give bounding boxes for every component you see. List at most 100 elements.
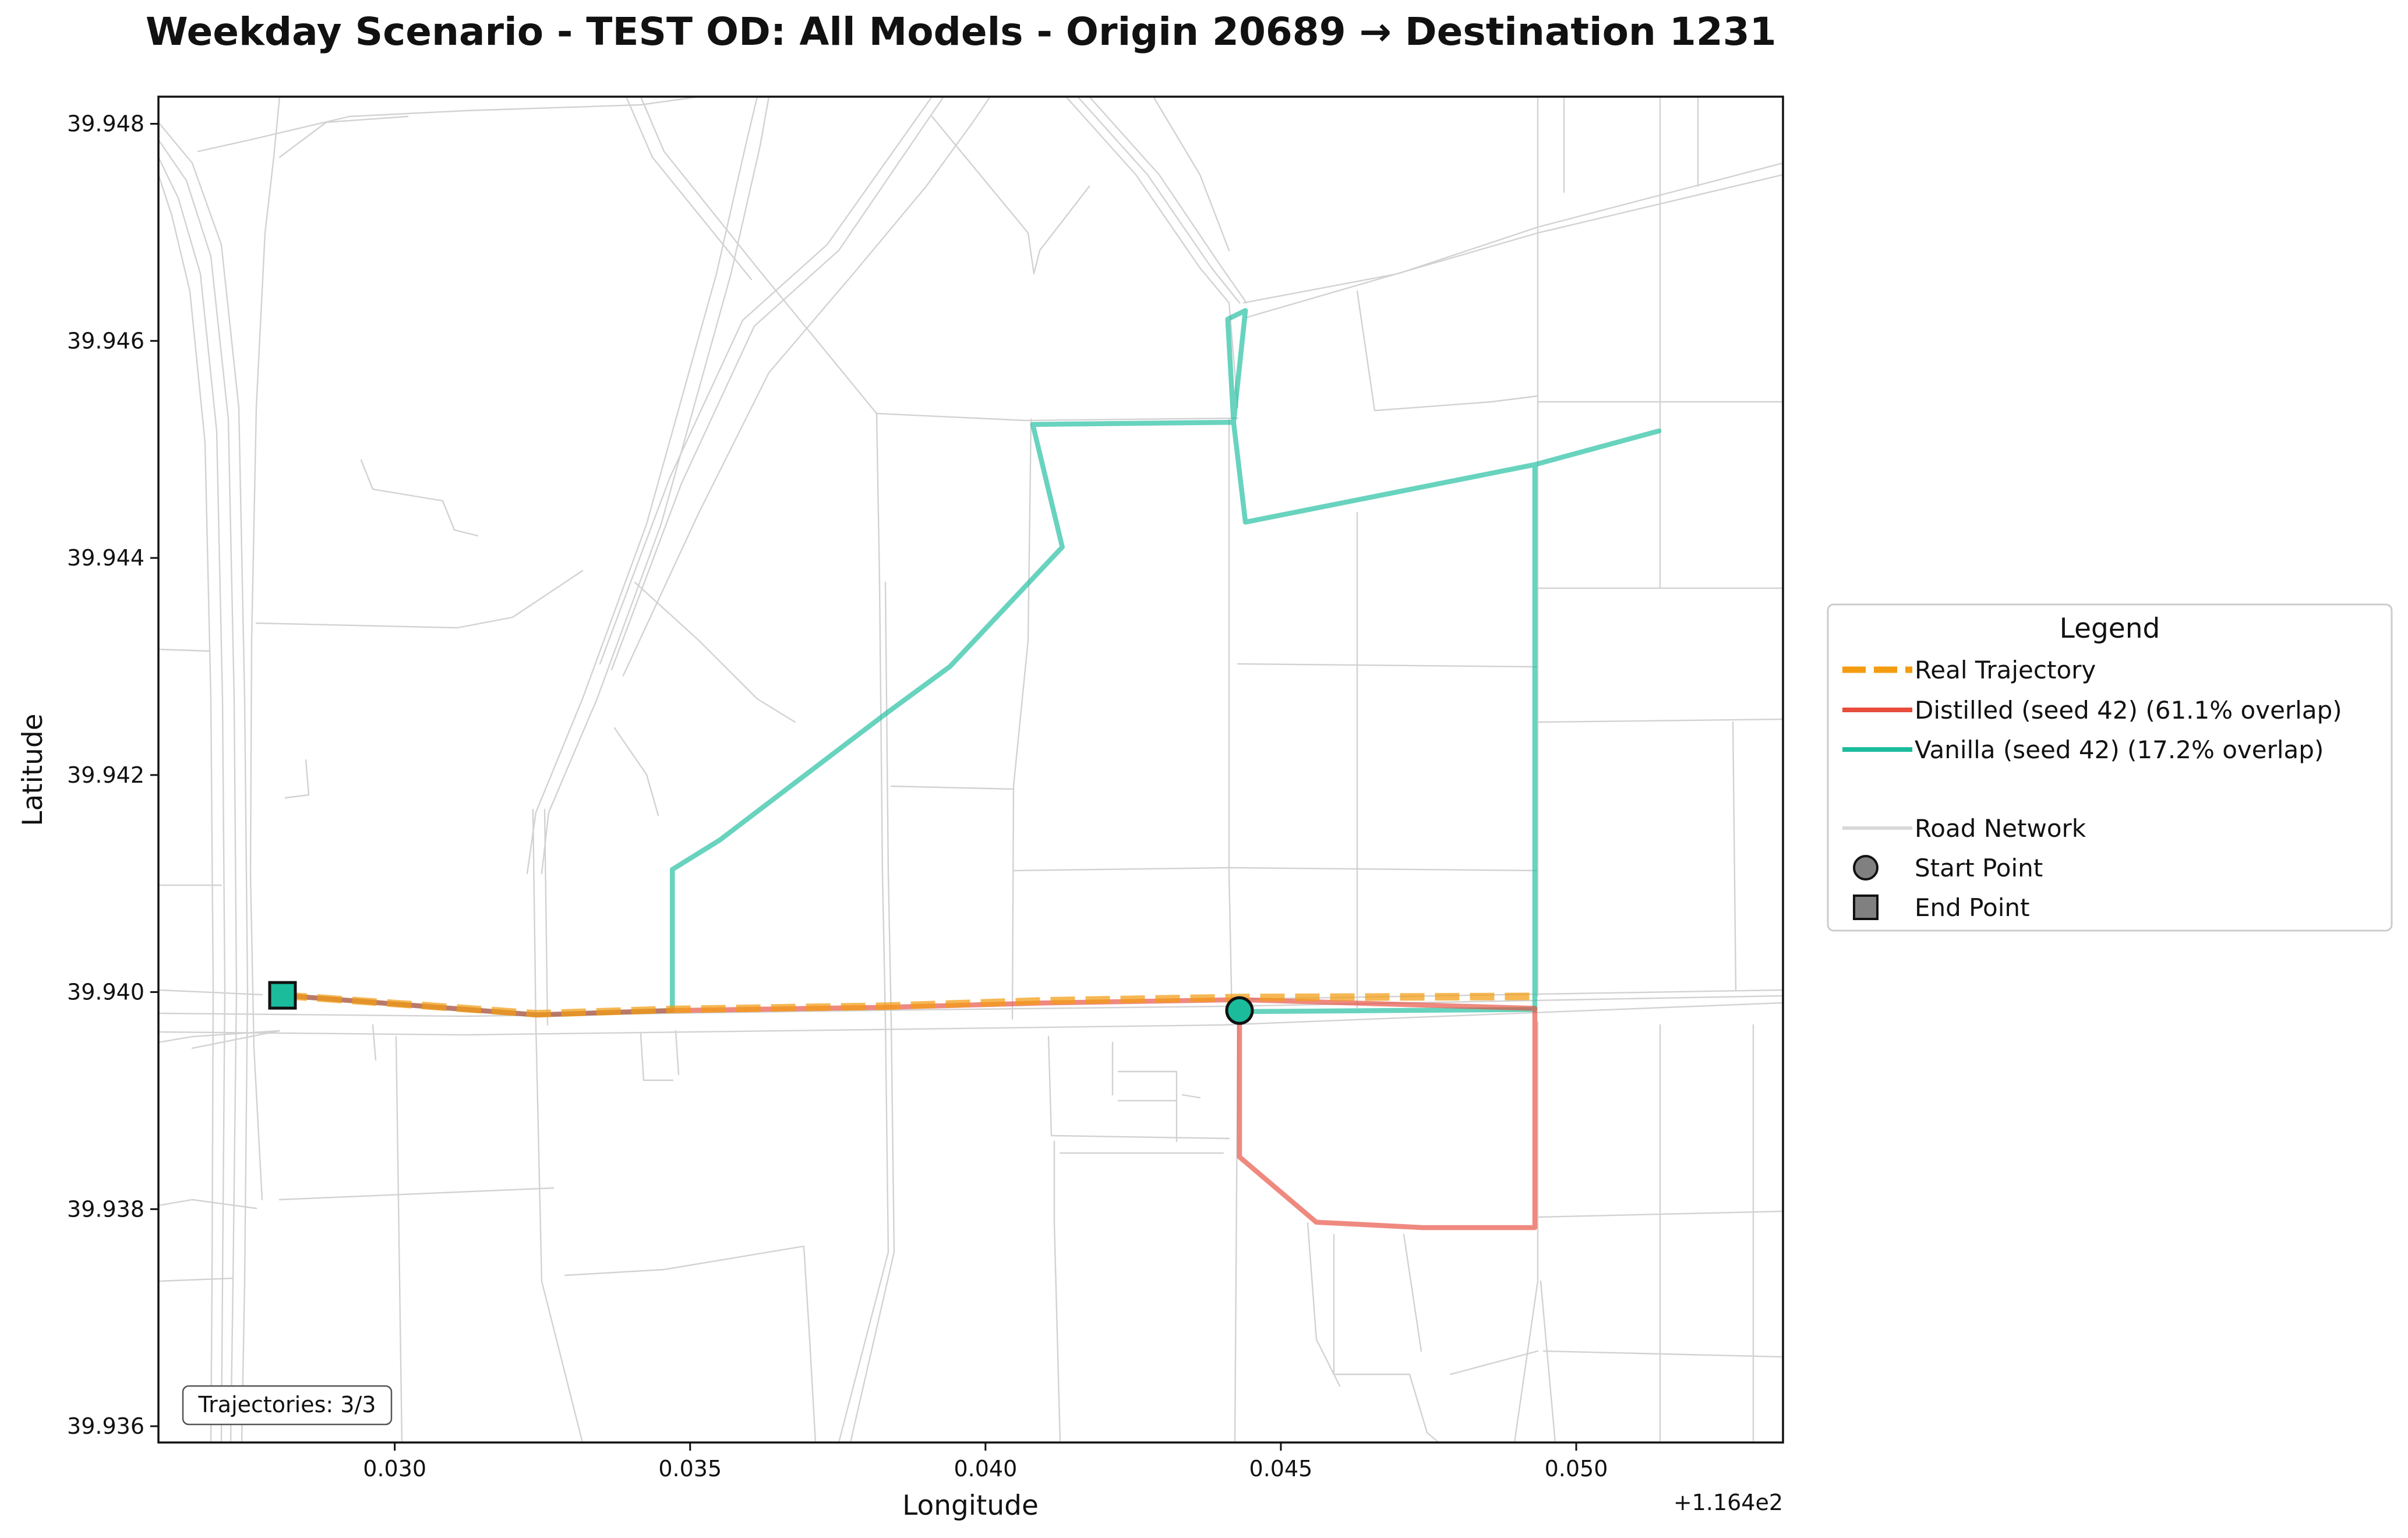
legend-entry-label: Start Point <box>1915 854 2043 882</box>
axes: 0.030 0.035 0.040 0.045 0.050 39.936 39.938 39.… <box>67 111 1608 1482</box>
trajectory-count-text: Trajectories: 3/3 <box>198 1392 376 1417</box>
legend-square-icon <box>1853 894 1879 920</box>
road-segment <box>875 412 1239 422</box>
road-segment <box>610 97 945 671</box>
chart-title: Weekday Scenario - TEST OD: All Models -… <box>146 9 1777 54</box>
road-segment <box>158 1198 257 1210</box>
legend-entries: Real Trajectory Distilled (seed 42) (61.1… <box>1842 656 2342 922</box>
legend-entry-label: End Point <box>1915 893 2029 922</box>
legend-entry-label: Distilled (seed 42) (61.1% overlap) <box>1915 696 2342 724</box>
road-segment <box>372 1024 377 1061</box>
road-segment <box>1307 1222 1341 1387</box>
road-segment <box>543 808 549 1026</box>
legend-entry: Start Point <box>1853 854 2043 882</box>
road-segment <box>1356 290 1539 412</box>
road-segment <box>849 581 895 1442</box>
road-segment <box>158 156 226 1442</box>
road-segment <box>255 570 584 629</box>
road-segment <box>158 1030 281 1049</box>
road-segment <box>197 97 700 153</box>
road-segment <box>1449 1350 1539 1376</box>
y-tick-label: 39.940 <box>67 980 144 1005</box>
x-axis-offset-label: +1.164e2 <box>1673 1490 1783 1515</box>
legend-entry: Distilled (seed 42) (61.1% overlap) <box>1842 696 2342 724</box>
road-segment <box>1228 418 1233 1017</box>
road-segment <box>1053 1140 1061 1442</box>
road-segment <box>1513 1021 1539 1442</box>
road-segment <box>1011 418 1032 1020</box>
y-axis-label: Latitude <box>17 713 49 826</box>
road-segment <box>1403 1233 1422 1352</box>
road-segment <box>1408 1373 1440 1442</box>
road-segment <box>634 581 796 723</box>
road-segment <box>1333 1233 1411 1376</box>
road-segment <box>622 97 991 677</box>
road-segment <box>1065 97 1239 409</box>
road-segment <box>1237 663 1539 668</box>
road-segment <box>1088 97 1248 304</box>
x-axis-label: Longitude <box>902 1490 1039 1522</box>
y-tick-label: 39.942 <box>67 762 144 788</box>
road-segment <box>1076 97 1241 304</box>
road-segment <box>158 648 211 652</box>
road-network <box>158 97 1783 1442</box>
road-segment <box>613 727 659 816</box>
road-segment <box>278 115 409 158</box>
road-segment <box>158 139 238 1442</box>
plot-background <box>158 97 1783 1442</box>
road-segment <box>1152 97 1230 252</box>
legend-entry: Real Trajectory <box>1842 656 2096 684</box>
road-segment <box>1012 867 1539 872</box>
road-segment <box>158 1277 234 1282</box>
legend-entry: Vanilla (seed 42) (17.2% overlap) <box>1842 736 2324 764</box>
road-segment <box>931 115 1090 275</box>
road-segment <box>158 989 263 996</box>
road-segment <box>625 97 753 281</box>
legend-title: Legend <box>2060 613 2160 645</box>
road-segment <box>640 97 878 415</box>
legend-entry: Road Network <box>1842 814 2086 843</box>
road-segment <box>526 97 758 875</box>
y-tick-label: 39.948 <box>67 111 144 137</box>
road-segment <box>675 1030 680 1076</box>
road-segment <box>158 1002 1783 1036</box>
legend-entry-label: Vanilla (seed 42) (17.2% overlap) <box>1915 736 2324 764</box>
x-tick-label: 0.050 <box>1545 1456 1608 1482</box>
legend: Legend Real Trajectory Distilled (seed 42… <box>1827 603 2393 932</box>
y-tick-label: 39.946 <box>67 328 144 353</box>
road-segment <box>1542 1350 1783 1358</box>
plot-area: Trajectories: 3/3 <box>157 96 1784 1444</box>
y-tick-label: 39.936 <box>67 1413 144 1439</box>
plot-frame <box>157 96 1784 1444</box>
start-point-marker <box>1225 996 1254 1025</box>
x-tick-label: 0.045 <box>1249 1456 1313 1482</box>
road-segment <box>1537 718 1783 723</box>
road-segment <box>1117 1070 1178 1143</box>
legend-box <box>1827 603 2393 932</box>
road-segment <box>640 1033 674 1081</box>
road-segment <box>532 808 584 1442</box>
road-segment <box>1181 1094 1201 1099</box>
road-segment <box>284 759 310 799</box>
road-segment <box>599 97 933 665</box>
annotation-box <box>182 1385 393 1426</box>
road-segment <box>564 1245 817 1442</box>
road-segment <box>395 1035 403 1442</box>
x-tick-label: 0.030 <box>363 1456 426 1482</box>
road-segment <box>1540 1280 1556 1442</box>
y-tick-label: 39.944 <box>67 545 144 571</box>
road-segment <box>1732 721 1737 991</box>
legend-entry-label: Real Trajectory <box>1915 656 2096 684</box>
y-tick-label: 39.938 <box>67 1196 144 1222</box>
road-segment <box>541 97 770 875</box>
road-segment <box>360 459 479 537</box>
road-segment <box>1047 1035 1230 1140</box>
road-segment <box>838 412 889 1442</box>
road-segment <box>158 121 249 1442</box>
road-segment <box>249 97 281 1201</box>
legend-entry-label: Road Network <box>1915 814 2086 843</box>
legend-entry: End Point <box>1853 893 2029 922</box>
road-segment <box>278 1187 555 1201</box>
trajectory-count-box: Trajectories: 3/3 <box>182 1385 393 1426</box>
